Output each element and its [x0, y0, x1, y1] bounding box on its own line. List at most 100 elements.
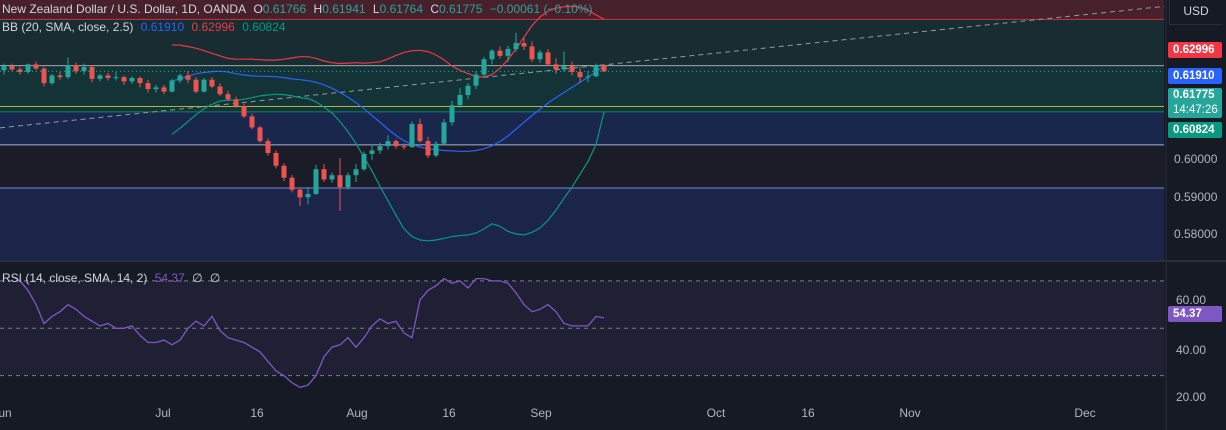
candle-down: [273, 153, 279, 166]
rsi-extra-1: ∅: [192, 271, 203, 285]
candle-down: [545, 52, 551, 65]
candle-down: [321, 169, 327, 180]
candle-down: [161, 87, 167, 92]
candle-down: [497, 50, 503, 56]
candle-down: [337, 175, 343, 188]
candle-up: [481, 59, 487, 75]
rsi-extra-2: ∅: [209, 271, 221, 285]
candle-down: [257, 127, 263, 142]
rsi-tick-label: 40.00: [1176, 343, 1207, 357]
close-label: C: [430, 2, 440, 16]
price-zone-band: [0, 0, 1164, 20]
date-tick-label: 16: [442, 406, 456, 420]
bb-basis-value: 0.61910: [140, 20, 185, 34]
candle-up: [505, 49, 511, 56]
date-tick-label: Jul: [155, 406, 171, 420]
candle-up: [313, 169, 319, 194]
candle-down: [217, 86, 223, 95]
date-tick-label: Aug: [346, 406, 368, 420]
date-tick-label: Oct: [706, 406, 726, 420]
change-value: −0.00061 (−0.10%): [489, 2, 593, 16]
candle-down: [17, 69, 23, 73]
candle-down: [121, 77, 127, 82]
symbol-legend: New Zealand Dollar / U.S. Dollar, 1D, OA…: [2, 2, 597, 16]
bb-label: BB (20, SMA, close, 2.5): [2, 20, 134, 34]
candle-down: [529, 46, 535, 60]
rsi-legend[interactable]: RSI (14, close, SMA, 14, 2) 54.37 ∅ ∅: [2, 271, 224, 285]
candle-up: [585, 76, 591, 78]
candle-down: [73, 65, 79, 72]
bb-upper-tag: 0.62996: [1168, 42, 1222, 58]
candle-up: [113, 77, 119, 79]
candle-down: [193, 79, 199, 92]
candle-down: [233, 99, 239, 107]
candle-up: [385, 141, 391, 147]
bb-upper-line: [171, 5, 605, 78]
price-tick-label: 0.59000: [1174, 190, 1218, 204]
candle-up: [353, 169, 359, 176]
candle-down: [137, 78, 143, 84]
high-value: 0.61941: [322, 2, 366, 16]
price-tick-label: 0.60000: [1174, 152, 1218, 166]
candle-down: [569, 66, 575, 73]
candle-up: [49, 75, 55, 84]
low-label: L: [372, 2, 380, 16]
bb-basis-line: [171, 65, 605, 152]
candle-up: [409, 124, 415, 148]
symbol-title: New Zealand Dollar / U.S. Dollar, 1D, OA…: [2, 2, 247, 16]
candle-down: [289, 177, 295, 190]
candle-up: [153, 87, 159, 90]
candle-down: [9, 66, 15, 70]
candle-down: [249, 116, 255, 128]
open-label: O: [253, 2, 263, 16]
rsi-band: [0, 280, 1164, 376]
low-value: 0.61764: [379, 2, 423, 16]
last-price-value: 0.61775: [1173, 89, 1215, 101]
candle-down: [241, 106, 247, 117]
candle-down: [577, 72, 583, 78]
candle-down: [209, 79, 215, 87]
date-tick-label: 16: [801, 406, 815, 420]
bb-upper-value: 0.62996: [191, 20, 235, 34]
candle-up: [201, 79, 207, 92]
candle-up: [513, 43, 519, 50]
rsi-label: RSI (14, close, SMA, 14, 2): [2, 271, 148, 285]
candle-up: [97, 75, 103, 79]
price-zone-band: [0, 111, 1164, 145]
candle-up: [465, 85, 471, 96]
candle-down: [145, 83, 151, 90]
price-tick-label: 0.58000: [1174, 227, 1218, 241]
bb-legend[interactable]: BB (20, SMA, close, 2.5) 0.61910 0.62996…: [2, 20, 290, 34]
candle-down: [297, 189, 303, 198]
candle-up: [561, 66, 567, 70]
last-price-tag: 0.61775 14:47:26: [1168, 88, 1222, 118]
candle-up: [361, 153, 367, 170]
candle-down: [521, 43, 527, 47]
candle-up: [473, 74, 479, 86]
candle-up: [377, 146, 383, 151]
price-zone-band: [0, 144, 1164, 188]
currency-button[interactable]: USD: [1169, 0, 1222, 25]
candle-down: [393, 141, 399, 147]
candle-down: [265, 141, 271, 154]
candle-down: [401, 146, 407, 148]
date-tick-label: 16: [250, 406, 264, 420]
candle-down: [417, 124, 423, 142]
candle-up: [129, 78, 135, 82]
candle-down: [89, 66, 95, 79]
candle-up: [1, 66, 7, 71]
date-tick-label: Sep: [530, 406, 552, 420]
candle-down: [185, 75, 191, 80]
rsi-legend-value: 54.37: [154, 271, 185, 285]
candle-up: [449, 105, 455, 123]
price-zone-band: [0, 187, 1164, 260]
candle-up: [441, 122, 447, 144]
candle-down: [281, 165, 287, 178]
high-label: H: [313, 2, 323, 16]
candle-down: [225, 94, 231, 100]
candle-down: [601, 65, 607, 72]
candle-up: [457, 95, 463, 106]
close-value: 0.61775: [439, 2, 483, 16]
candle-up: [169, 80, 175, 92]
